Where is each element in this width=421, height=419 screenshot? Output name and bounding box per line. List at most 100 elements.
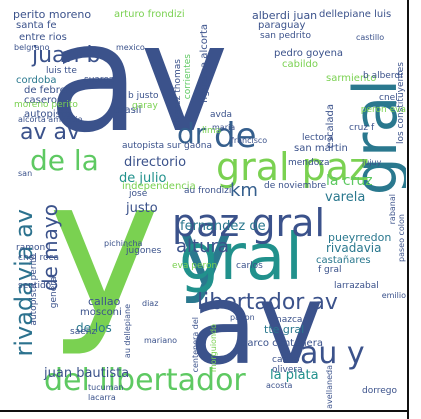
cloud-word: pueyrredon	[328, 231, 392, 244]
cloud-word: castillo	[356, 33, 385, 42]
cloud-word: de	[214, 116, 257, 156]
cloud-word: alcorta amancio	[18, 115, 83, 124]
cloud-word: directorio	[124, 155, 187, 170]
cloud-word: jugones	[126, 246, 162, 256]
cloud-word: brasil	[114, 105, 142, 116]
cloud-word: tucuman	[88, 383, 124, 392]
cloud-word: luis tte	[46, 66, 77, 76]
cloud-word: de febrero	[24, 85, 76, 96]
cloud-word: moreno perito	[14, 100, 78, 110]
cloud-word: alberdi juan	[252, 9, 318, 22]
cloud-word: garay	[132, 101, 158, 111]
cloud-word: eva peron	[172, 261, 218, 271]
cloud-word: lacarra	[88, 393, 116, 402]
cloud-word: paraguay	[258, 20, 306, 31]
cloud-word: cruz f	[349, 123, 375, 133]
cloud-word: san martin	[294, 143, 348, 154]
cloud-word: san	[18, 169, 33, 178]
frame-border-bottom	[0, 410, 409, 412]
cloud-word: la cruz	[326, 173, 373, 189]
cloud-word: san pedrito	[260, 31, 311, 41]
cloud-word: alvarez thomas	[173, 59, 183, 129]
cloud-word: av	[48, 4, 229, 166]
cloud-word: avellaneda	[325, 365, 334, 409]
cloud-word: caseros	[24, 95, 63, 106]
cloud-word: justo	[126, 201, 158, 216]
cloud-word: b alberdi	[363, 71, 403, 81]
cloud-word: gral	[179, 221, 303, 295]
cloud-word: la plata	[270, 368, 319, 383]
cloud-word: nazca	[276, 315, 303, 325]
cloud-word: pavon	[230, 313, 255, 322]
cloud-word: au dellepiane	[123, 304, 132, 359]
cloud-word: cnel roca	[18, 253, 60, 263]
cloud-word: libertador av	[197, 290, 338, 315]
cloud-word: figueroa alcorta	[199, 24, 210, 104]
word-cloud: av y av y gral gral gral paz paz gral de la de dr j…	[4, 4, 406, 409]
cloud-word: autopista sur gaona	[122, 141, 212, 151]
cloud-word: general	[49, 274, 59, 309]
cloud-word: av av	[20, 120, 80, 145]
cloud-word: paseo colon	[397, 214, 406, 262]
cloud-word: mariano	[144, 336, 178, 345]
cloud-word: b justo	[128, 91, 159, 101]
cloud-word: de la	[30, 144, 99, 177]
cloud-word: carlos	[236, 261, 263, 271]
cloud-word: rivadavia	[326, 241, 382, 255]
cloud-word: cnel	[379, 93, 398, 103]
cloud-word: corrientes	[183, 54, 193, 100]
cloud-word: y	[179, 201, 233, 306]
cloud-word: rabanal	[388, 194, 397, 225]
cloud-word: pedro goyena	[274, 48, 344, 59]
cloud-word: y	[48, 138, 161, 359]
cloud-word: perito moreno	[13, 8, 92, 21]
cloud-word: larrazabal	[334, 281, 379, 291]
cloud-word: sentido	[18, 281, 52, 291]
cloud-word: acosta	[266, 381, 293, 390]
cloud-word: f gral	[318, 265, 342, 275]
cloud-word: dr	[177, 117, 207, 150]
cloud-word: del libertador	[44, 363, 246, 398]
cloud-word: arturo frondizi	[114, 9, 185, 20]
cloud-word: peron eva	[360, 105, 406, 115]
cloud-word: cordoba	[16, 75, 57, 86]
cloud-word: entre rios	[19, 32, 67, 43]
cloud-word: lectora	[302, 133, 334, 143]
cloud-word: autopista perito	[29, 254, 39, 326]
cloud-word: independencia	[122, 181, 196, 192]
cloud-word: avda	[210, 110, 233, 120]
cloud-word: castro	[272, 355, 300, 365]
cloud-word: ramon l	[16, 243, 51, 253]
cloud-word: belgrano	[14, 43, 50, 52]
cloud-word: santa fe	[16, 20, 57, 31]
cloud-word: de julio	[119, 171, 167, 186]
cloud-word: au y	[300, 336, 365, 371]
cloud-word: av	[189, 260, 324, 390]
cloud-word: fernandez de	[180, 219, 266, 234]
cloud-word: francisco	[231, 136, 268, 145]
cloud-word: olivera	[272, 365, 303, 375]
cloud-word: castañares	[316, 255, 371, 266]
cloud-word: paz gral	[172, 201, 326, 245]
cloud-word: saenz	[70, 327, 97, 337]
cloud-word: autopista	[24, 109, 71, 120]
frame-border-right	[407, 0, 409, 419]
cloud-word: emilio	[381, 291, 406, 300]
cloud-word: jujuy	[362, 158, 382, 167]
cloud-word: gral paz	[216, 145, 370, 189]
cloud-word: sarmiento	[326, 73, 377, 84]
cloud-word: suarez	[84, 75, 114, 85]
cloud-word: varela	[325, 190, 366, 205]
cloud-word: morguiondo	[209, 324, 218, 373]
cloud-word: dorrego	[362, 386, 398, 396]
cloud-word: pichincha	[104, 239, 143, 248]
cloud-word: mexico	[116, 43, 145, 52]
cloud-word: maria	[212, 123, 236, 132]
cloud-word: cabildo	[282, 59, 318, 70]
cloud-word: de noviembre	[264, 181, 327, 191]
cloud-word: altura	[176, 236, 229, 257]
cloud-word: mosconi	[80, 307, 122, 318]
cloud-word: km	[230, 180, 258, 201]
cloud-word: au frondizi	[184, 186, 232, 196]
